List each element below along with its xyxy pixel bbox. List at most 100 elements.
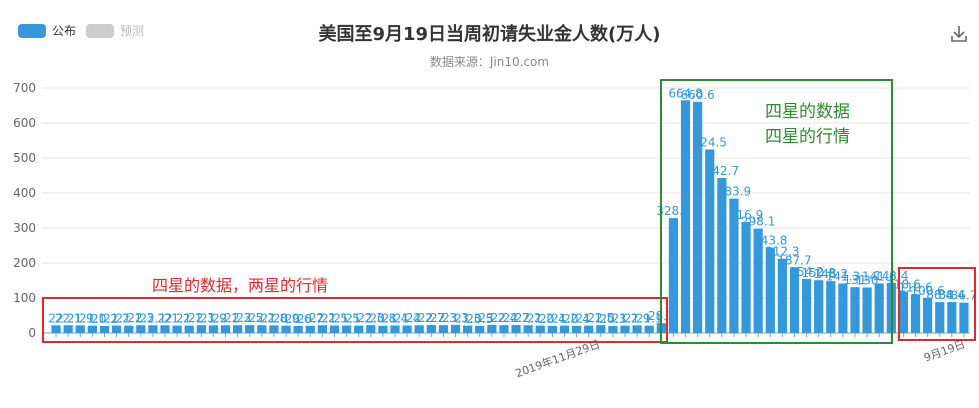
bar xyxy=(245,325,255,333)
data-label: 524.5 xyxy=(693,135,727,149)
bar xyxy=(826,281,836,333)
bar xyxy=(499,325,509,333)
bar xyxy=(463,325,473,333)
bar xyxy=(136,325,146,333)
data-label: 88.4 xyxy=(926,288,953,302)
bar xyxy=(668,218,679,333)
legend-swatch-published xyxy=(18,23,46,38)
bar xyxy=(596,325,606,333)
bar xyxy=(87,325,97,333)
chart-subtitle: 数据来源：Jin10.com xyxy=(429,55,550,69)
data-label: 130 xyxy=(856,274,879,288)
data-label: 148.2 xyxy=(814,267,848,281)
bar xyxy=(269,325,279,333)
y-tick-label: 100 xyxy=(13,291,36,305)
data-label: 22.4 xyxy=(491,311,518,325)
bar xyxy=(838,283,848,333)
bar xyxy=(729,198,739,333)
data-label: 21.1 xyxy=(79,312,106,326)
data-label: 21.2 xyxy=(612,312,639,326)
y-tick-label: 400 xyxy=(13,186,36,200)
bar xyxy=(124,325,134,333)
bar xyxy=(571,325,582,333)
bar xyxy=(862,287,872,333)
data-label: 22.1 xyxy=(140,311,167,325)
bar xyxy=(559,325,570,333)
bar xyxy=(523,325,533,333)
data-label: 150.8 xyxy=(802,266,836,280)
bar xyxy=(220,325,231,333)
bar xyxy=(63,325,73,333)
bar xyxy=(620,325,630,333)
data-label: 21.9 xyxy=(67,311,94,325)
red-box-left xyxy=(42,297,668,343)
bar xyxy=(680,100,691,333)
data-label: 20.9 xyxy=(273,312,300,326)
data-label: 22.2 xyxy=(406,311,433,325)
bar xyxy=(644,325,654,333)
legend-item-forecast[interactable]: 预测 xyxy=(86,22,144,39)
data-label: 21.2 xyxy=(345,312,372,326)
bar xyxy=(51,325,61,333)
bar xyxy=(329,325,340,333)
data-label: 212.3 xyxy=(765,245,799,259)
data-label: 154.2 xyxy=(789,265,823,279)
bar xyxy=(923,297,933,333)
bar xyxy=(414,325,424,333)
data-label: 22.3 xyxy=(357,311,384,325)
bar xyxy=(584,325,594,333)
bar xyxy=(402,325,412,333)
bar xyxy=(354,325,364,333)
annotation-green-line2: 四星的行情 xyxy=(765,127,850,147)
bar xyxy=(632,325,642,333)
data-label: 22.2 xyxy=(309,311,336,325)
bar xyxy=(947,302,957,333)
data-label: 316.9 xyxy=(729,208,763,222)
data-label: 23.3 xyxy=(442,311,469,325)
data-label: 21.2 xyxy=(527,312,554,326)
data-label: 243.8 xyxy=(753,234,787,248)
data-label: 22.3 xyxy=(188,311,215,325)
bar xyxy=(874,283,884,333)
data-label: 21.1 xyxy=(176,312,203,326)
data-label: 21.1 xyxy=(636,312,663,326)
bar xyxy=(281,325,291,333)
bar xyxy=(693,101,703,333)
legend-label-forecast: 预测 xyxy=(120,24,145,38)
download-icon[interactable] xyxy=(949,24,969,44)
bar xyxy=(753,228,763,333)
data-label: 21.9 xyxy=(200,311,227,325)
data-label: 22.3 xyxy=(127,311,154,325)
green-box xyxy=(660,79,893,344)
data-label: 141.3 xyxy=(826,270,860,284)
data-label: 22.5 xyxy=(236,311,263,325)
bar xyxy=(341,325,352,333)
data-label: 22.3 xyxy=(224,311,251,325)
bar xyxy=(160,325,170,333)
x-tick-label: 2019年11月29日 xyxy=(513,337,601,381)
data-label: 21.2 xyxy=(164,312,191,326)
data-label: 22.2 xyxy=(248,311,275,325)
data-label: 21.5 xyxy=(321,311,348,325)
data-label: 21.8 xyxy=(261,311,288,325)
data-label: 22.7 xyxy=(418,311,445,325)
bar xyxy=(99,325,110,333)
data-label: 21.5 xyxy=(333,311,360,325)
bar xyxy=(777,258,787,333)
data-label: 22 xyxy=(157,311,172,325)
bar xyxy=(293,325,303,333)
bar xyxy=(547,325,557,333)
data-label: 20.8 xyxy=(370,312,397,326)
data-label: 22.1 xyxy=(55,311,82,325)
data-label: 21.9 xyxy=(624,311,651,325)
bar xyxy=(317,325,327,333)
bar xyxy=(608,325,618,333)
data-label: 20.6 xyxy=(285,312,312,326)
bar xyxy=(111,325,122,333)
data-label: 22.2 xyxy=(515,311,542,325)
legend-item-published[interactable]: 公布 xyxy=(18,22,76,39)
data-label: 20.7 xyxy=(297,312,324,326)
bar xyxy=(148,325,158,333)
legend-label-published: 公布 xyxy=(52,24,77,38)
